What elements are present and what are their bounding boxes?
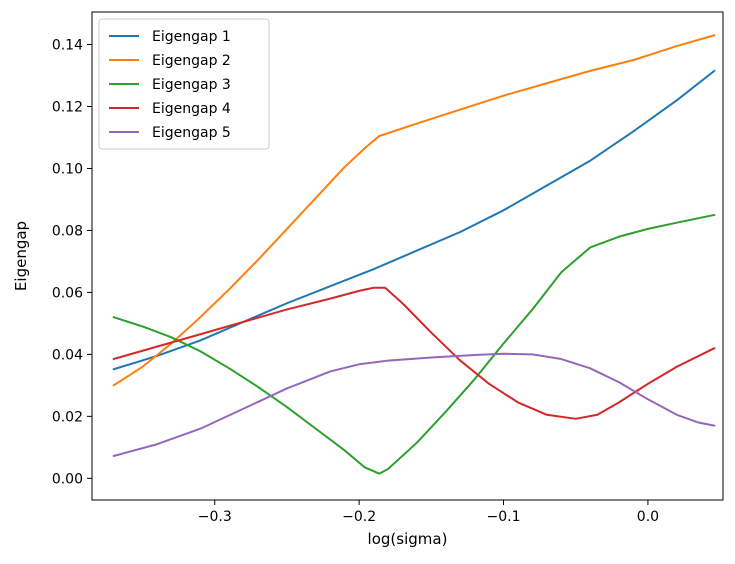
series-lines	[112, 34, 716, 475]
legend-items: Eigengap 1 Eigengap 2 Eigengap 3 Eigengap 4…	[109, 29, 231, 141]
y-tick-label: 0.02	[52, 409, 83, 425]
series-line-eigengap-1	[112, 69, 716, 371]
legend: Eigengap 1 Eigengap 2 Eigengap 3 Eigengap 4…	[98, 18, 270, 150]
x-tick-label: −0.1	[487, 509, 521, 525]
y-tick-label: 0.10	[52, 161, 83, 177]
ticks-layer: −0.3 −0.2 −0.1 0.0 0.00 0.02 0.04 0.06 0.08 0.10 0…	[52, 38, 659, 525]
y-tick-label: 0.00	[52, 471, 83, 487]
legend-label-eigengap-4: Eigengap 4	[152, 101, 231, 117]
y-tick-label: 0.12	[52, 100, 83, 116]
y-tick-label: 0.04	[52, 347, 83, 363]
series-line-eigengap-2	[112, 34, 716, 387]
legend-box	[98, 18, 270, 150]
plot-area	[112, 34, 716, 475]
legend-label-eigengap-1: Eigengap 1	[152, 29, 231, 45]
series-line-eigengap-4	[112, 286, 716, 420]
series-line-eigengap-3	[112, 213, 716, 475]
legend-label-eigengap-5: Eigengap 5	[152, 125, 231, 141]
y-tick-label: 0.08	[52, 223, 83, 239]
x-axis-label: log(sigma)	[368, 530, 448, 548]
y-axis-label: Eigengap	[12, 221, 30, 291]
x-tick-label: −0.2	[342, 509, 376, 525]
x-tick-label: 0.0	[637, 509, 659, 525]
legend-label-eigengap-2: Eigengap 2	[152, 53, 231, 69]
x-tick-label: −0.3	[198, 509, 232, 525]
y-tick-label: 0.14	[52, 38, 83, 54]
y-tick-label: 0.06	[52, 285, 83, 301]
plot-frame	[91, 11, 724, 501]
series-line-eigengap-5	[112, 352, 716, 457]
legend-label-eigengap-3: Eigengap 3	[152, 77, 231, 93]
